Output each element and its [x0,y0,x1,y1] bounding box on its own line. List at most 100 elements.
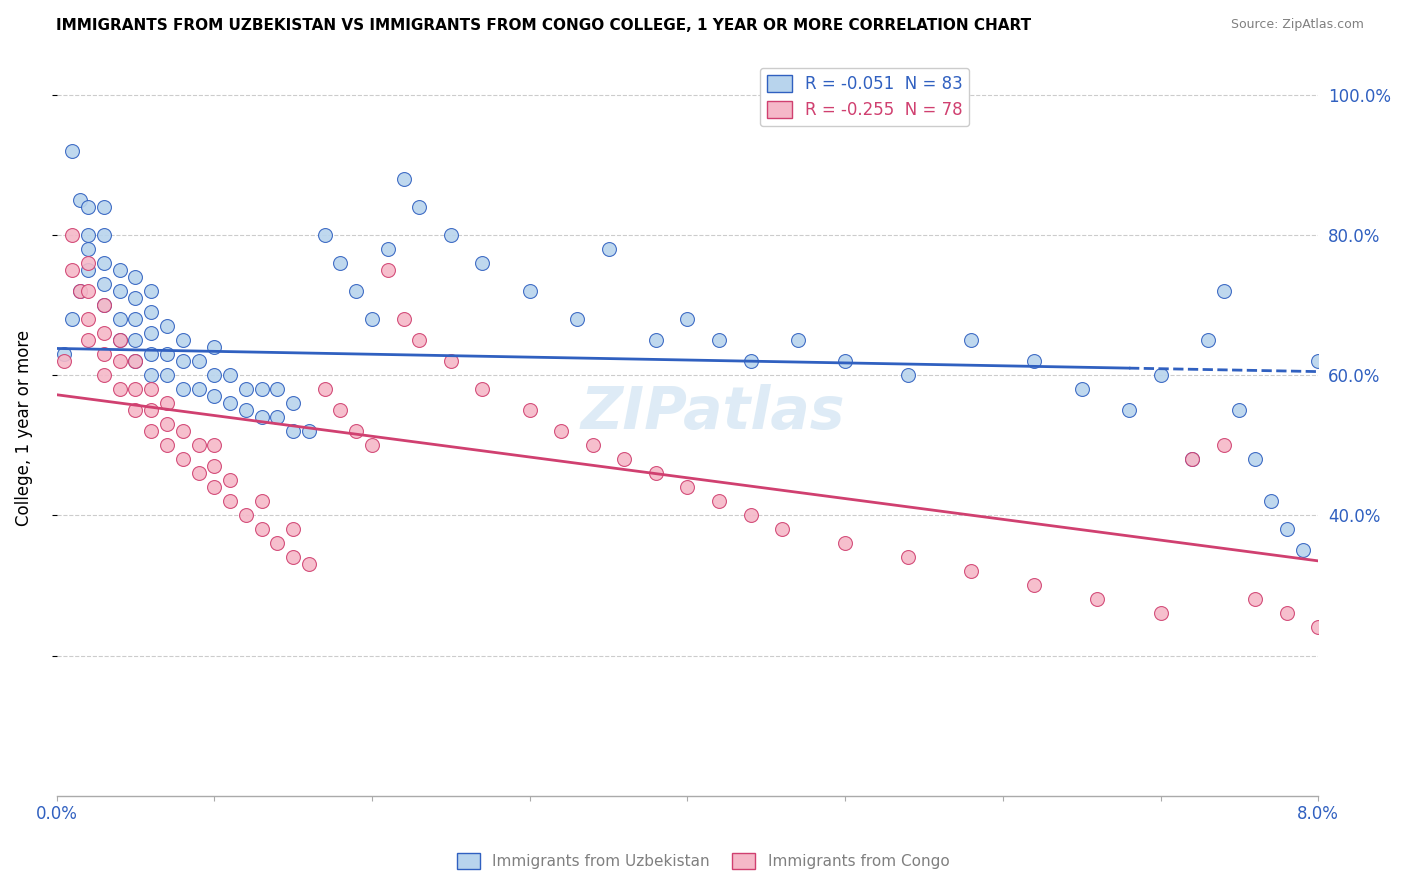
Point [1339,592,1361,607]
Point [108,382,131,396]
Point [392,312,415,326]
Point [60,144,83,158]
Point [202,389,225,403]
Point [1212,284,1234,298]
Point [53,347,76,361]
Point [77,284,100,298]
Point [219,368,242,383]
Point [1229,403,1251,417]
Point [250,410,273,425]
Point [250,522,273,536]
Point [897,368,920,383]
Point [1149,607,1171,621]
Point [283,396,305,410]
Point [235,508,257,523]
Point [329,403,352,417]
Point [108,263,131,277]
Point [124,403,146,417]
Point [219,494,242,508]
Point [1308,620,1330,634]
Point [250,382,273,396]
Point [156,318,179,333]
Point [283,522,305,536]
Point [645,467,668,481]
Point [266,382,288,396]
Point [645,333,668,347]
Point [77,200,100,214]
Point [408,200,430,214]
Point [141,424,163,438]
Point [77,333,100,347]
Point [93,227,115,242]
Point [329,256,352,270]
Point [250,494,273,508]
Point [283,424,305,438]
Point [69,284,91,298]
Point [519,403,541,417]
Point [172,452,194,467]
Text: Source: ZipAtlas.com: Source: ZipAtlas.com [1230,18,1364,31]
Point [69,284,91,298]
Point [156,368,179,383]
Point [834,536,856,550]
Point [219,396,242,410]
Point [770,522,793,536]
Point [1118,403,1140,417]
Point [550,424,572,438]
Point [69,193,91,207]
Point [314,227,336,242]
Point [77,242,100,256]
Point [440,354,463,368]
Point [77,263,100,277]
Point [676,480,699,494]
Point [1275,607,1298,621]
Point [740,354,762,368]
Point [960,333,983,347]
Point [187,354,209,368]
Point [582,438,605,452]
Point [93,298,115,312]
Point [156,417,179,432]
Point [471,256,494,270]
Point [202,368,225,383]
Point [60,312,83,326]
Point [172,424,194,438]
Point [613,452,636,467]
Point [235,403,257,417]
Point [1181,452,1204,467]
Point [392,171,415,186]
Point [156,396,179,410]
Point [53,354,76,368]
Point [141,284,163,298]
Point [141,305,163,319]
Point [1308,354,1330,368]
Point [187,382,209,396]
Point [377,263,399,277]
Point [960,565,983,579]
Point [141,347,163,361]
Point [60,263,83,277]
Point [1275,522,1298,536]
Point [440,227,463,242]
Point [172,354,194,368]
Point [1291,543,1313,558]
Point [1402,620,1406,634]
Point [124,269,146,284]
Point [344,284,367,298]
Point [124,382,146,396]
Point [156,438,179,452]
Point [108,354,131,368]
Point [141,382,163,396]
Point [786,333,808,347]
Point [141,368,163,383]
Point [266,536,288,550]
Point [141,326,163,340]
Point [124,354,146,368]
Point [108,333,131,347]
Point [1369,607,1392,621]
Point [124,354,146,368]
Point [172,382,194,396]
Point [707,333,730,347]
Legend: R = -0.051  N = 83, R = -0.255  N = 78: R = -0.051 N = 83, R = -0.255 N = 78 [759,68,969,126]
Point [1244,452,1267,467]
